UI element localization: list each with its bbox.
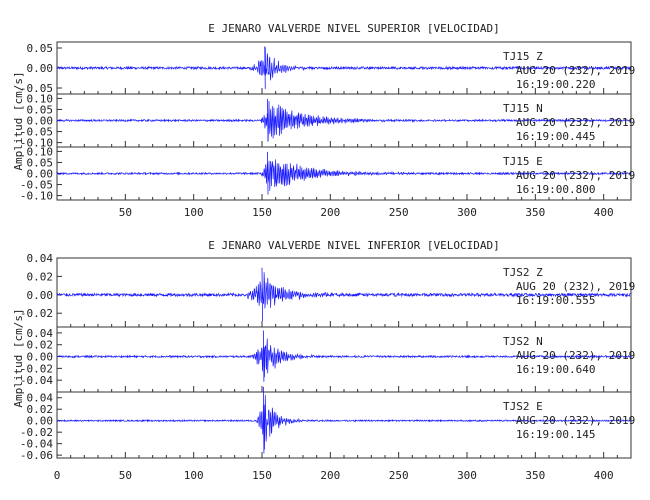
y-tick-label: -0.04 (20, 438, 53, 451)
x-tick-label: 200 (320, 469, 340, 482)
date-label: AUG 20 (232), 2019 (516, 349, 635, 362)
x-tick-label: 250 (389, 206, 409, 219)
y-tick-label: -0.10 (20, 137, 53, 150)
waveform-trace (56, 159, 632, 191)
y-tick-label: 0.04 (27, 392, 54, 405)
station-component-label: TJ15 N (503, 102, 543, 115)
y-tick-label: 0.04 (27, 327, 54, 340)
x-tick-label: 100 (184, 206, 204, 219)
y-tick-label: 0.00 (27, 289, 54, 302)
x-tick-label: 100 (184, 469, 204, 482)
y-tick-label: -0.05 (20, 179, 53, 192)
waveform-trace (56, 395, 632, 450)
time-label: 16:19:00.800 (516, 183, 595, 196)
chart-panel-superior: E JENARO VALVERDE NIVEL SUPERIOR [VELOCI… (12, 22, 635, 219)
peak-spike (267, 98, 269, 142)
x-tick-label: 400 (594, 469, 614, 482)
time-label: 16:19:00.220 (516, 78, 595, 91)
x-tick-label: 150 (252, 206, 272, 219)
chart-title: E JENARO VALVERDE NIVEL INFERIOR [VELOCI… (208, 239, 499, 252)
station-component-label: TJ15 E (503, 155, 543, 168)
chart-title: E JENARO VALVERDE NIVEL SUPERIOR [VELOCI… (208, 22, 499, 35)
station-component-label: TJS2 N (503, 335, 543, 348)
x-tick-label: 150 (252, 469, 272, 482)
waveform-trace (56, 100, 632, 142)
y-tick-label: -0.02 (20, 307, 53, 320)
y-tick-label: 0.05 (27, 42, 54, 55)
station-component-label: TJS2 Z (503, 266, 543, 279)
y-tick-label: 0.05 (27, 156, 54, 169)
date-label: AUG 20 (232), 2019 (516, 169, 635, 182)
y-tick-label: 0.02 (27, 270, 54, 283)
peak-spike (262, 386, 265, 454)
station-component-label: TJ15 Z (503, 50, 543, 63)
x-tick-label: 350 (525, 206, 545, 219)
x-tick-label: 50 (119, 469, 132, 482)
y-tick-label: -0.06 (20, 449, 53, 462)
waveform-trace (56, 47, 632, 81)
date-label: AUG 20 (232), 2019 (516, 414, 635, 427)
date-label: AUG 20 (232), 2019 (516, 116, 635, 129)
y-tick-label: 0.05 (27, 103, 54, 116)
x-tick-label: 300 (457, 469, 477, 482)
waveform-trace (56, 272, 632, 309)
peak-spike (262, 330, 265, 382)
chart-root: E JENARO VALVERDE NIVEL SUPERIOR [VELOCI… (12, 22, 635, 482)
time-label: 16:19:00.555 (516, 294, 595, 307)
x-tick-label: 400 (594, 206, 614, 219)
y-tick-label: 0.10 (27, 145, 54, 158)
y-tick-label: -0.04 (20, 374, 53, 387)
y-tick-label: 0.00 (27, 168, 54, 181)
waveform-trace (56, 338, 632, 378)
chart-panel-inferior: E JENARO VALVERDE NIVEL INFERIOR [VELOCI… (12, 239, 635, 482)
y-tick-label: 0.02 (27, 403, 54, 416)
y-axis-label: Amplitud [cm/s] (12, 71, 25, 170)
y-tick-label: 0.00 (27, 415, 54, 428)
time-label: 16:19:00.640 (516, 363, 595, 376)
station-component-label: TJS2 E (503, 400, 543, 413)
y-axis-label: Amplitud [cm/s] (12, 308, 25, 407)
date-label: AUG 20 (232), 2019 (516, 64, 635, 77)
y-tick-label: 0.00 (27, 62, 54, 75)
x-tick-label: 0 (54, 469, 61, 482)
peak-spike (267, 151, 269, 195)
x-tick-label: 250 (389, 469, 409, 482)
y-tick-label: 0.10 (27, 92, 54, 105)
peak-spike (264, 46, 266, 89)
time-label: 16:19:00.445 (516, 130, 595, 143)
y-tick-label: 0.00 (27, 351, 54, 364)
y-tick-label: -0.10 (20, 190, 53, 203)
x-tick-label: 300 (457, 206, 477, 219)
y-tick-label: 0.00 (27, 115, 54, 128)
date-label: AUG 20 (232), 2019 (516, 280, 635, 293)
y-tick-label: -0.02 (20, 426, 53, 439)
time-label: 16:19:00.145 (516, 428, 595, 441)
x-tick-label: 350 (525, 469, 545, 482)
y-tick-label: -0.05 (20, 82, 53, 95)
x-tick-label: 200 (320, 206, 340, 219)
y-tick-label: -0.02 (20, 362, 53, 375)
y-tick-label: -0.05 (20, 126, 53, 139)
peak-spike (261, 267, 263, 322)
y-tick-label: 0.04 (27, 252, 54, 265)
x-tick-label: 50 (119, 206, 132, 219)
y-tick-label: 0.02 (27, 339, 54, 352)
